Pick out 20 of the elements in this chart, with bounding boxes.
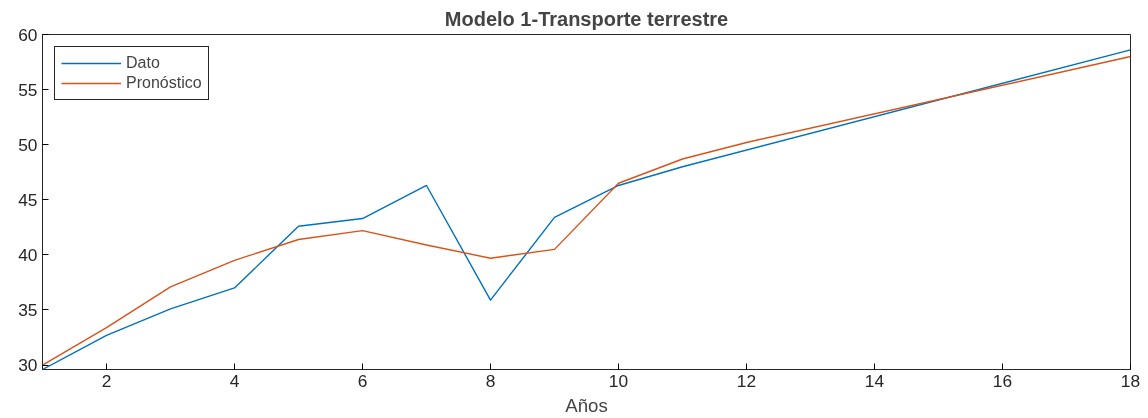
- y-tick-label: 35: [18, 299, 38, 320]
- y-tick-label: 45: [18, 189, 38, 210]
- x-tick-label: 8: [485, 370, 496, 391]
- x-tick-label: 18: [1120, 370, 1141, 391]
- x-tick-label: 16: [992, 370, 1013, 391]
- x-tick-label: 2: [101, 370, 112, 391]
- x-tick-label: 10: [608, 370, 629, 391]
- chart-title: Modelo 1-Transporte terrestre: [444, 7, 729, 30]
- y-tick-label: 30: [18, 355, 38, 376]
- x-tick-label: 4: [229, 370, 240, 391]
- y-tick-label: 60: [18, 24, 38, 45]
- y-tick-label: 50: [18, 134, 38, 155]
- y-tick-label: 40: [18, 244, 38, 265]
- x-axis-title: Años: [565, 394, 608, 416]
- x-tick-label: 12: [736, 370, 757, 391]
- legend-label: Pronóstico: [126, 74, 202, 92]
- x-tick-label: 6: [357, 370, 368, 391]
- legend-label: Dato: [126, 54, 160, 72]
- x-tick-label: 14: [864, 370, 885, 391]
- y-tick-label: 55: [18, 79, 38, 100]
